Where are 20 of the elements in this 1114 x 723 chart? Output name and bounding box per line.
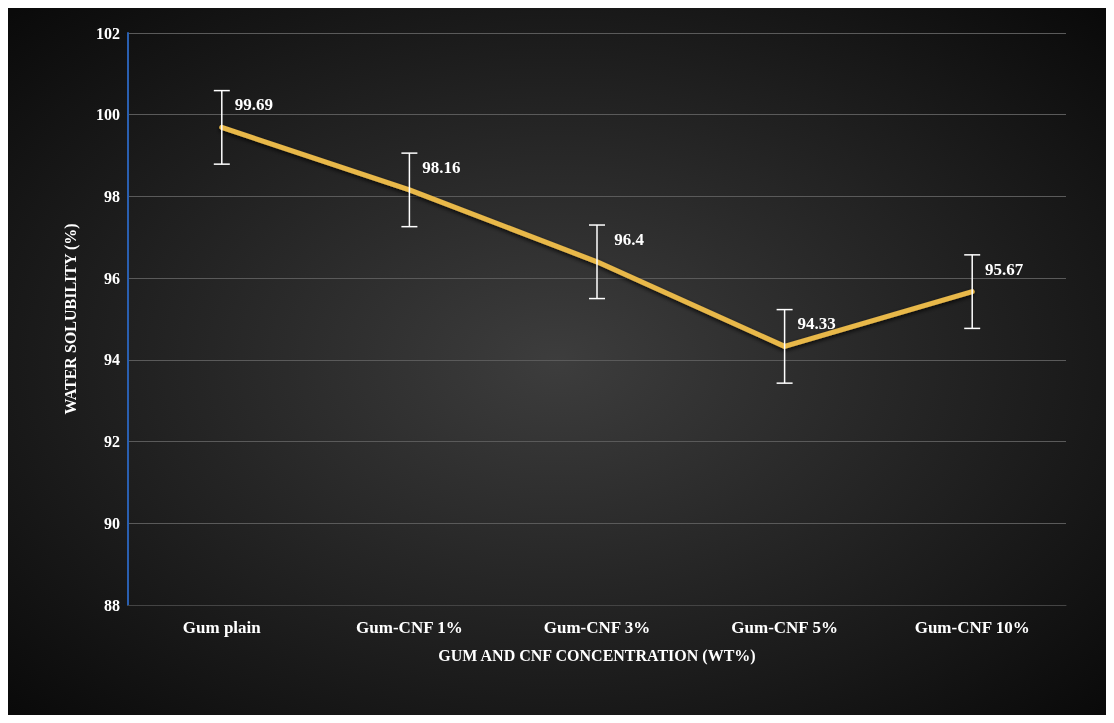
y-tick-label: 90: [104, 514, 120, 532]
y-tick-label: 98: [104, 187, 120, 205]
y-tick-label: 92: [104, 433, 120, 451]
y-tick-label: 96: [104, 269, 120, 287]
y-tick-label: 88: [104, 596, 120, 614]
x-tick-label: Gum-CNF 1%: [356, 618, 463, 637]
x-axis-title: GUM AND CNF CONCENTRATION (WT%): [438, 646, 756, 665]
data-label: 94.33: [797, 314, 836, 334]
y-tick-label: 94: [104, 351, 120, 369]
data-label: 98.16: [422, 157, 461, 177]
y-tick-label: 102: [96, 24, 120, 42]
x-tick-label: Gum-CNF 3%: [543, 618, 651, 637]
y-tick-label: 100: [96, 106, 120, 124]
y-axis-title: WATER SOLUBILITY (%): [61, 223, 80, 415]
x-tick-label: Gum-CNF 10%: [914, 618, 1030, 637]
x-tick-label: Gum-CNF 5%: [731, 618, 838, 637]
data-label: 99.69: [234, 95, 273, 115]
data-label: 95.67: [985, 259, 1024, 279]
data-label: 96.4: [614, 229, 645, 249]
x-tick-label: Gum plain: [182, 618, 262, 637]
